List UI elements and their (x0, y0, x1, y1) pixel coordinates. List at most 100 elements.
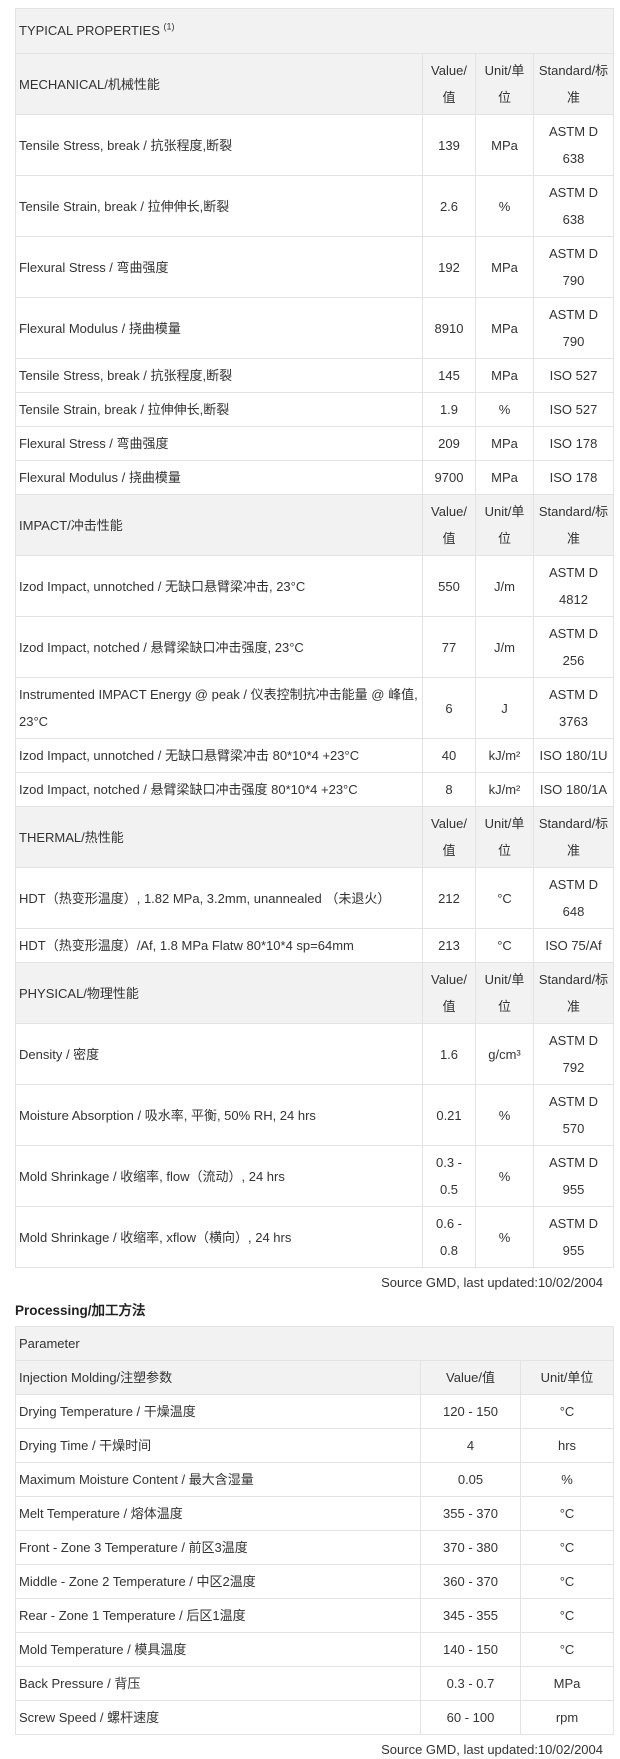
property-cell: Tensile Strain, break / 拉伸伸长,断裂 (15, 392, 423, 427)
unit-cell: °C (519, 1394, 615, 1429)
property-cell: Screw Speed / 螺杆速度 (15, 1700, 421, 1735)
column-header-value: Value/值 (422, 53, 476, 115)
unit-cell: MPa (475, 426, 534, 461)
property-cell: Drying Time / 干燥时间 (15, 1428, 421, 1463)
table-row: Tensile Stress, break / 抗张程度,断裂 145 MPa ISO… (15, 358, 614, 393)
table-row: Mold Temperature / 模具温度 140 - 150 °C (15, 1632, 615, 1667)
column-header-standard: Standard/标准 (533, 53, 614, 115)
value-cell: 2.6 (422, 175, 476, 237)
unit-cell: % (519, 1462, 615, 1497)
standard-cell: ASTM D 638 (533, 175, 614, 237)
section-header-row: IMPACT/冲击性能 Value/值 Unit/单位 Standard/标准 (15, 494, 614, 556)
property-cell: Izod Impact, notched / 悬臂梁缺口冲击强度, 23°C (15, 616, 423, 678)
standard-cell: ISO 527 (533, 392, 614, 427)
property-cell: Middle - Zone 2 Temperature / 中区2温度 (15, 1564, 421, 1599)
property-cell: Flexural Modulus / 挠曲模量 (15, 460, 423, 495)
table-row: Instrumented IMPACT Energy @ peak / 仪表控制… (15, 677, 614, 739)
property-cell: Melt Temperature / 熔体温度 (15, 1496, 421, 1531)
column-header-unit: Unit/单位 (475, 494, 534, 556)
property-cell: Flexural Stress / 弯曲强度 (15, 236, 423, 298)
unit-cell: g/cm³ (475, 1023, 534, 1085)
standard-cell: ISO 75/Af (533, 928, 614, 963)
column-header-unit: Unit/单位 (519, 1360, 615, 1395)
unit-cell: J/m (475, 555, 534, 617)
table-row: Back Pressure / 背压 0.3 - 0.7 MPa (15, 1666, 615, 1701)
parameter-row: Parameter (14, 1326, 615, 1361)
table-row: Flexural Stress / 弯曲强度 192 MPa ASTM D 790 (15, 236, 614, 298)
column-header-value: Value/值 (422, 962, 476, 1024)
value-cell: 360 - 370 (420, 1564, 521, 1599)
table-row: Flexural Modulus / 挠曲模量 8910 MPa ASTM D 790 (15, 297, 614, 359)
column-header-unit: Unit/单位 (475, 53, 534, 115)
unit-cell: % (475, 1206, 534, 1268)
value-cell: 60 - 100 (420, 1700, 521, 1735)
table-row: Izod Impact, notched / 悬臂梁缺口冲击强度 80*10*4… (15, 772, 614, 807)
unit-cell: % (475, 175, 534, 237)
table-row: Flexural Modulus / 挠曲模量 9700 MPa ISO 178 (15, 460, 614, 495)
unit-cell: °C (519, 1530, 615, 1565)
unit-cell: °C (519, 1496, 615, 1531)
unit-cell: hrs (519, 1428, 615, 1463)
section-header-row: THERMAL/热性能 Value/值 Unit/单位 Standard/标准 (15, 806, 614, 868)
value-cell: 4 (420, 1428, 521, 1463)
standard-cell: ISO 527 (533, 358, 614, 393)
value-cell: 8910 (422, 297, 476, 359)
unit-cell: % (475, 1084, 534, 1146)
value-cell: 209 (422, 426, 476, 461)
table-row: Maximum Moisture Content / 最大含湿量 0.05% (15, 1462, 615, 1497)
unit-cell: J/m (475, 616, 534, 678)
column-header-standard: Standard/标准 (533, 962, 614, 1024)
value-cell: 77 (422, 616, 476, 678)
unit-cell: % (475, 392, 534, 427)
section-header-row: PHYSICAL/物理性能 Value/值 Unit/单位 Standard/标准 (15, 962, 614, 1024)
unit-cell: kJ/m² (475, 738, 534, 773)
value-cell: 6 (422, 677, 476, 739)
processing-source-note: Source GMD, last updated:10/02/2004 (381, 1742, 603, 1757)
unit-cell: °C (519, 1564, 615, 1599)
standard-cell: ASTM D 3763 (533, 677, 614, 739)
standard-cell: ASTM D 4812 (533, 555, 614, 617)
property-cell: Tensile Strain, break / 拉伸伸长,断裂 (15, 175, 423, 237)
table-row: Tensile Strain, break / 拉伸伸长,断裂 2.6% ASTM … (15, 175, 614, 237)
standard-cell: ASTM D 648 (533, 867, 614, 929)
column-header-value: Value/值 (422, 806, 476, 868)
table-row: HDT（热变形温度）/Af, 1.8 MPa Flatw 80*10*4 sp=… (15, 928, 614, 963)
standard-cell: ISO 180/1U (533, 738, 614, 773)
standard-cell: ISO 180/1A (533, 772, 614, 807)
table-row: Moisture Absorption / 吸水率, 平衡, 50% RH, 2… (15, 1084, 614, 1146)
table-title-row: TYPICAL PROPERTIES (1) (15, 8, 614, 54)
standard-cell: ASTM D 790 (533, 236, 614, 298)
property-cell: Mold Shrinkage / 收缩率, xflow（横向）, 24 hrs (15, 1206, 423, 1268)
property-cell: Density / 密度 (15, 1023, 423, 1085)
unit-cell: MPa (475, 460, 534, 495)
property-cell: Instrumented IMPACT Energy @ peak / 仪表控制… (15, 677, 423, 739)
value-cell: 0.05 (420, 1462, 521, 1497)
standard-cell: ASTM D 792 (533, 1023, 614, 1085)
section-name: MECHANICAL/机械性能 (15, 53, 423, 115)
standard-cell: ASTM D 570 (533, 1084, 614, 1146)
section-name: Injection Molding/注塑参数 (15, 1360, 421, 1395)
value-cell: 40 (422, 738, 476, 773)
property-cell: Rear - Zone 1 Temperature / 后区1温度 (15, 1598, 421, 1633)
value-cell: 0.21 (422, 1084, 476, 1146)
unit-cell: MPa (475, 236, 534, 298)
column-header-unit: Unit/单位 (475, 962, 534, 1024)
property-cell: Flexural Modulus / 挠曲模量 (15, 297, 423, 359)
standard-cell: ASTM D 256 (533, 616, 614, 678)
value-cell: 145 (422, 358, 476, 393)
standard-cell: ASTM D 638 (533, 114, 614, 176)
table-title: TYPICAL PROPERTIES (19, 23, 160, 38)
table-row: Screw Speed / 螺杆速度 60 - 100 rpm (15, 1700, 615, 1735)
property-cell: Izod Impact, unnotched / 无缺口悬臂梁冲击 80*10*… (15, 738, 423, 773)
table-row: Mold Shrinkage / 收缩率, xflow（横向）, 24 hrs 0… (15, 1206, 614, 1268)
property-cell: Izod Impact, notched / 悬臂梁缺口冲击强度 80*10*4… (15, 772, 423, 807)
table-row: Middle - Zone 2 Temperature / 中区2温度 360 -… (15, 1564, 615, 1599)
table-row: Drying Time / 干燥时间 4 hrs (15, 1428, 615, 1463)
table-row: Tensile Strain, break / 拉伸伸长,断裂 1.9% ISO 5… (15, 392, 614, 427)
value-cell: 0.3 - 0.7 (420, 1666, 521, 1701)
table-row: Rear - Zone 1 Temperature / 后区1温度 345 - 3… (15, 1598, 615, 1633)
value-cell: 0.6 - 0.8 (422, 1206, 476, 1268)
section-name: IMPACT/冲击性能 (15, 494, 423, 556)
unit-cell: MPa (475, 358, 534, 393)
standard-cell: ISO 178 (533, 426, 614, 461)
